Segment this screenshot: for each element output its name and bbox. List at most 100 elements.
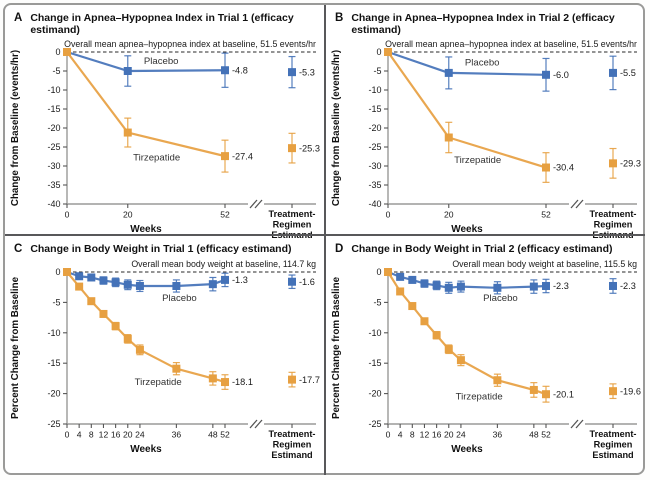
svg-text:-6.0: -6.0 xyxy=(553,70,569,80)
panel-b-chart: Overall mean apnea–hypopnea index at bas… xyxy=(331,39,641,240)
svg-text:Treatment-: Treatment- xyxy=(269,209,316,219)
svg-text:4: 4 xyxy=(77,430,82,440)
svg-text:Treatment-: Treatment- xyxy=(269,429,316,439)
svg-text:0: 0 xyxy=(386,430,391,440)
svg-text:-5: -5 xyxy=(373,298,381,308)
svg-text:-20.1: -20.1 xyxy=(553,390,574,400)
panel-b-title: Change in Apnea–Hypopnea Index in Trial … xyxy=(351,12,615,37)
svg-text:Overall mean body weight at ba: Overall mean body weight at baseline, 11… xyxy=(452,259,637,269)
svg-text:-27.4: -27.4 xyxy=(232,151,253,161)
svg-text:-15: -15 xyxy=(368,104,381,114)
svg-text:-2.3: -2.3 xyxy=(620,281,636,291)
svg-text:-35: -35 xyxy=(368,180,381,190)
svg-text:0: 0 xyxy=(55,47,60,57)
svg-text:-17.7: -17.7 xyxy=(299,375,320,385)
svg-text:24: 24 xyxy=(456,430,466,440)
svg-text:-25: -25 xyxy=(368,142,381,152)
svg-text:-5: -5 xyxy=(52,66,60,76)
svg-text:Weeks: Weeks xyxy=(451,444,483,455)
svg-text:-25: -25 xyxy=(47,419,60,429)
svg-text:0: 0 xyxy=(376,267,381,277)
svg-text:4: 4 xyxy=(398,430,403,440)
panel-d-title: Change in Body Weight in Trial 2 (effica… xyxy=(351,243,613,255)
svg-text:0: 0 xyxy=(55,267,60,277)
svg-text:0: 0 xyxy=(65,210,70,220)
svg-text:Change from Baseline (events/h: Change from Baseline (events/hr) xyxy=(10,50,21,206)
panel-b-letter: B xyxy=(335,12,344,24)
svg-text:Estimand: Estimand xyxy=(592,450,633,460)
svg-text:-25.3: -25.3 xyxy=(299,143,320,153)
svg-text:52: 52 xyxy=(220,430,230,440)
svg-text:-4.8: -4.8 xyxy=(232,66,248,76)
svg-text:Tirzepatide: Tirzepatide xyxy=(454,155,501,166)
svg-text:12: 12 xyxy=(420,430,430,440)
svg-text:Regimen: Regimen xyxy=(273,440,312,450)
svg-text:-35: -35 xyxy=(47,180,60,190)
svg-text:-5: -5 xyxy=(52,298,60,308)
svg-text:Regimen: Regimen xyxy=(594,440,633,450)
svg-text:16: 16 xyxy=(432,430,442,440)
svg-text:-15: -15 xyxy=(368,358,381,368)
svg-text:-15: -15 xyxy=(47,104,60,114)
svg-text:Placebo: Placebo xyxy=(465,57,500,68)
panel-d-chart: Overall mean body weight at baseline, 11… xyxy=(331,259,641,460)
panel-d: D Change in Body Weight in Trial 2 (effi… xyxy=(326,236,645,475)
svg-text:8: 8 xyxy=(410,430,415,440)
panel-c-letter: C xyxy=(14,243,23,255)
svg-text:36: 36 xyxy=(493,430,503,440)
svg-text:24: 24 xyxy=(135,430,145,440)
svg-text:Weeks: Weeks xyxy=(130,224,162,235)
svg-text:Tirzepatide: Tirzepatide xyxy=(456,392,503,403)
svg-text:-10: -10 xyxy=(368,328,381,338)
svg-text:Placebo: Placebo xyxy=(162,293,197,304)
svg-text:Treatment-: Treatment- xyxy=(590,429,637,439)
svg-text:Regimen: Regimen xyxy=(273,220,312,230)
svg-text:Regimen: Regimen xyxy=(594,220,633,230)
svg-text:Percent Change from Baseline: Percent Change from Baseline xyxy=(331,277,342,420)
svg-text:Estimand: Estimand xyxy=(271,450,312,460)
svg-text:-10: -10 xyxy=(47,85,60,95)
svg-text:-20: -20 xyxy=(47,389,60,399)
svg-text:-5.5: -5.5 xyxy=(620,68,636,78)
panel-d-letter: D xyxy=(335,243,344,255)
svg-text:Percent Change from Baseline: Percent Change from Baseline xyxy=(10,277,21,420)
panel-c-chart: Overall mean body weight at baseline, 11… xyxy=(10,259,320,460)
svg-text:Overall mean apnea–hypopnea in: Overall mean apnea–hypopnea index at bas… xyxy=(64,39,316,49)
panel-c-title: Change in Body Weight in Trial 1 (effica… xyxy=(30,243,292,255)
svg-text:20: 20 xyxy=(444,210,454,220)
svg-text:0: 0 xyxy=(376,47,381,57)
svg-text:Tirzepatide: Tirzepatide xyxy=(133,153,180,164)
svg-text:-19.6: -19.6 xyxy=(620,387,641,397)
svg-text:52: 52 xyxy=(541,210,551,220)
svg-text:-40: -40 xyxy=(47,199,60,209)
svg-text:-18.1: -18.1 xyxy=(232,377,253,387)
svg-text:48: 48 xyxy=(208,430,218,440)
panel-a-letter: A xyxy=(14,12,23,24)
panel-a-title: Change in Apnea–Hypopnea Index in Trial … xyxy=(30,12,294,37)
svg-text:52: 52 xyxy=(220,210,230,220)
svg-text:36: 36 xyxy=(172,430,182,440)
panel-b-title-row: B Change in Apnea–Hypopnea Index in Tria… xyxy=(326,5,645,36)
svg-text:16: 16 xyxy=(111,430,121,440)
svg-text:-10: -10 xyxy=(368,85,381,95)
svg-text:Change from Baseline (events/h: Change from Baseline (events/hr) xyxy=(331,50,342,206)
svg-text:Placebo: Placebo xyxy=(483,293,518,304)
panel-d-title-row: D Change in Body Weight in Trial 2 (effi… xyxy=(326,236,645,256)
svg-text:-1.3: -1.3 xyxy=(232,275,248,285)
svg-text:Placebo: Placebo xyxy=(144,56,179,67)
svg-text:-1.6: -1.6 xyxy=(299,277,315,287)
svg-text:Weeks: Weeks xyxy=(130,444,162,455)
svg-text:8: 8 xyxy=(89,430,94,440)
panel-a: A Change in Apnea–Hypopnea Index in Tria… xyxy=(5,5,324,240)
svg-text:-30: -30 xyxy=(368,161,381,171)
svg-text:-20: -20 xyxy=(368,389,381,399)
svg-text:Tirzepatide: Tirzepatide xyxy=(135,377,182,388)
svg-text:Treatment-: Treatment- xyxy=(590,209,637,219)
horizontal-divider xyxy=(5,234,645,236)
svg-text:Overall mean body weight at ba: Overall mean body weight at baseline, 11… xyxy=(131,259,316,269)
svg-text:Weeks: Weeks xyxy=(451,224,483,235)
svg-text:-15: -15 xyxy=(47,358,60,368)
svg-text:-5.3: -5.3 xyxy=(299,67,315,77)
svg-text:-25: -25 xyxy=(47,142,60,152)
svg-text:0: 0 xyxy=(386,210,391,220)
